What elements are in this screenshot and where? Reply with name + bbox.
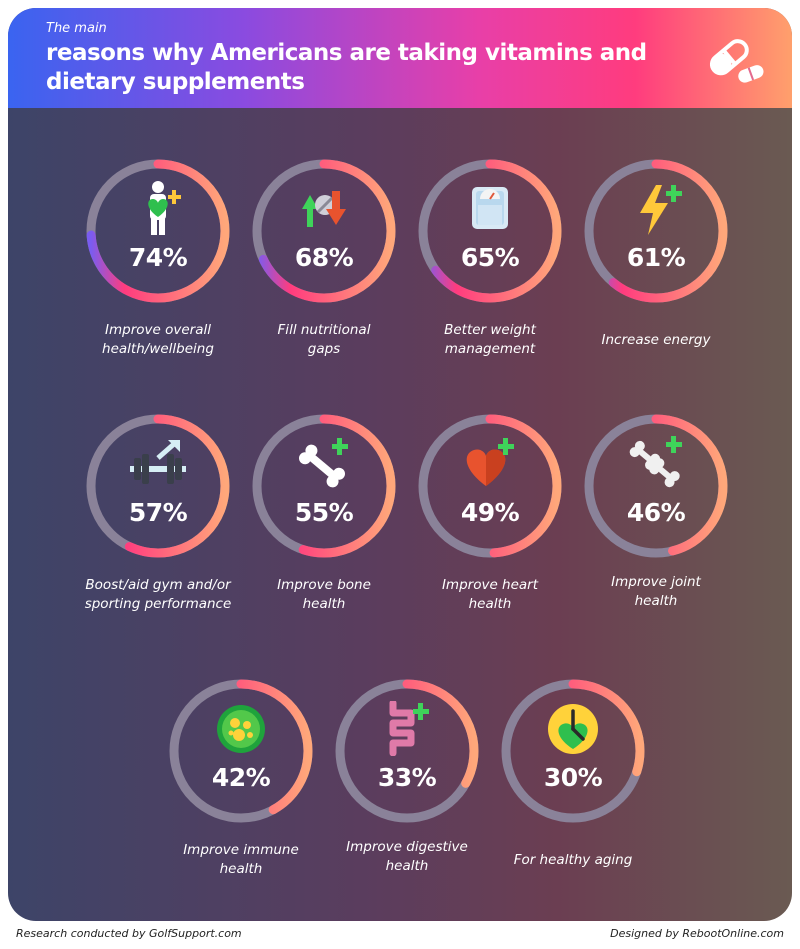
donut-item: 61% Increase energy (581, 156, 751, 376)
category-label-line: health/wellbeing (102, 341, 214, 357)
category-label-line: Improve joint (611, 574, 701, 590)
donut-value-arc (418, 159, 562, 303)
donut-ring (418, 159, 562, 303)
percent-label: 55% (294, 498, 354, 527)
category-label-line: Increase energy (601, 332, 711, 348)
donut-value-arc (584, 414, 728, 558)
chart-title: reasons why Americans are taking vitamin… (46, 40, 647, 95)
donut-item: 33% Improve digestive health (332, 676, 502, 896)
category-label-line: sporting performance (84, 596, 232, 612)
category-label-line: health (219, 861, 263, 877)
category-label-line: health (634, 593, 678, 609)
donut-item: 74% Improve overall health/wellbeing (83, 156, 253, 376)
percent-label: 33% (377, 763, 437, 792)
category-label-line: management (444, 341, 536, 357)
category-label-line: health (385, 858, 429, 874)
category-label-line: For healthy aging (513, 852, 633, 868)
donut-ring (335, 679, 479, 823)
percent-label: 61% (626, 243, 686, 272)
clock-heart-icon (548, 704, 598, 754)
joint-icon (629, 436, 682, 488)
donut-item: 42% Improve immune health (166, 676, 336, 896)
donut-value-arc (169, 679, 313, 823)
category-label-line: Improve bone (277, 577, 371, 593)
category-label-line: Better weight (444, 322, 536, 338)
barbell-icon (130, 440, 186, 484)
footer-research-credit: Research conducted by GolfSupport.com (16, 927, 242, 940)
percent-label: 30% (543, 763, 603, 792)
category-label: Fill nutritional gaps (229, 321, 419, 359)
category-label-line: gaps (307, 341, 341, 357)
category-label: Improve immune health (146, 841, 336, 879)
category-label-line: Boost/aid gym and/or (85, 577, 231, 593)
donut-ring (418, 414, 562, 558)
infographic-card: The main reasons why Americans are takin… (8, 8, 792, 921)
donut-ring (86, 159, 230, 303)
donut-item: 65% Better weight management (415, 156, 585, 376)
category-label: Improve overall health/wellbeing (63, 321, 253, 359)
chart-subtitle: The main (46, 21, 107, 36)
bone-icon (298, 438, 348, 488)
category-label-line: Fill nutritional (277, 322, 371, 338)
donut-value-arc (584, 159, 728, 303)
category-label: Improve joint health (561, 573, 751, 611)
category-label-line: Improve heart (441, 577, 539, 593)
donut-value-arc (86, 159, 230, 303)
donut-ring (584, 159, 728, 303)
percent-label: 68% (294, 243, 354, 272)
pills-icon (709, 39, 764, 83)
heart-icon (466, 438, 514, 486)
donut-item: 57% Boost/aid gym and/or sporting performa… (83, 411, 253, 631)
percent-label: 57% (128, 498, 188, 527)
donut-ring (86, 414, 230, 558)
category-label-line: Improve immune (183, 842, 299, 858)
donut-ring (584, 414, 728, 558)
percent-label: 65% (460, 243, 520, 272)
percent-label: 74% (128, 243, 188, 272)
category-label-line: health (468, 596, 512, 612)
donut-value-arc (501, 679, 645, 823)
percent-label: 46% (626, 498, 686, 527)
category-label: Improve heart health (395, 576, 585, 614)
category-label-line: Improve overall (105, 322, 211, 338)
category-label: Improve bone health (229, 576, 419, 614)
donut-ring (501, 679, 645, 823)
donut-value-arc (86, 414, 230, 558)
nutrition-arrows-icon (302, 191, 346, 227)
category-label-line: Improve digestive (346, 839, 468, 855)
donut-ring (252, 159, 396, 303)
scale-icon (472, 187, 508, 229)
donut-item: 49% Improve heart health (415, 411, 585, 631)
heart-person-icon (148, 181, 181, 235)
donut-value-arc (418, 414, 562, 558)
category-label-line: health (302, 596, 346, 612)
category-label: Increase energy (561, 331, 751, 350)
footer-design-credit: Designed by RebootOnline.com (610, 927, 784, 940)
cell-icon (217, 705, 265, 753)
donut-item: 30% For healthy aging (498, 676, 668, 896)
donut-ring (252, 414, 396, 558)
percent-label: 42% (211, 763, 271, 792)
percent-label: 49% (460, 498, 520, 527)
donut-item: 55% Improve bone health (249, 411, 419, 631)
donut-value-arc (335, 679, 479, 823)
donut-ring (169, 679, 313, 823)
category-label: For healthy aging (478, 851, 668, 870)
category-label: Better weight management (395, 321, 585, 359)
category-label: Improve digestive health (312, 838, 502, 876)
donut-value-arc (252, 414, 396, 558)
donut-item: 46% Improve joint health (581, 411, 751, 631)
intestine-icon (389, 701, 429, 756)
donut-value-arc (252, 159, 396, 303)
donut-item: 68% Fill nutritional gaps (249, 156, 419, 376)
header-banner: The main reasons why Americans are takin… (8, 8, 792, 108)
lightning-icon (640, 185, 682, 235)
category-label: Boost/aid gym and/or sporting performance (63, 576, 253, 614)
